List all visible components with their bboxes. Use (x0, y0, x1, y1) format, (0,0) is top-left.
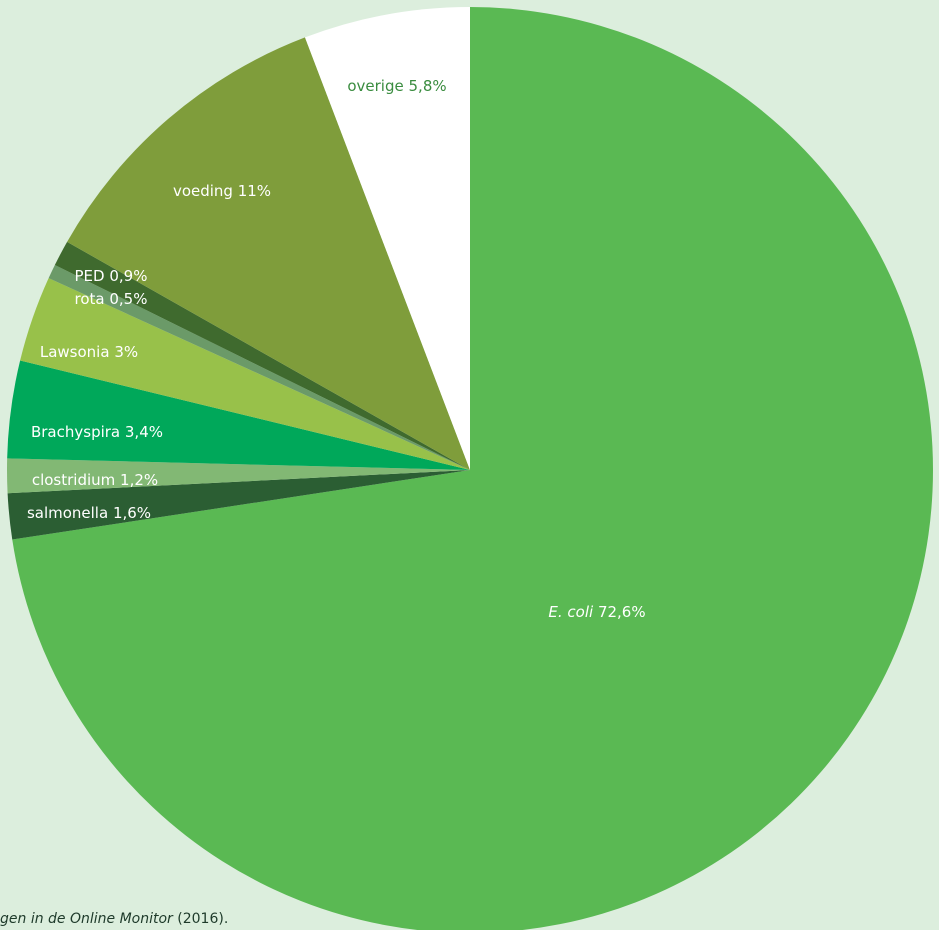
slice-label-lawsonia: Lawsonia 3% (40, 343, 138, 361)
pie-slice-e-coli (12, 7, 933, 930)
source-caption: gen in de Online Monitor (2016). (0, 908, 340, 930)
caption-rest: (2016). (172, 911, 229, 927)
slice-label-overige: overige 5,8% (347, 77, 446, 95)
slice-label-clostridium: clostridium 1,2% (32, 471, 158, 489)
slice-label-ped: PED 0,9% (75, 267, 148, 285)
pie-slice-voeding (67, 37, 470, 470)
pie-slice-ped (54, 241, 471, 470)
slice-label-e-coli: E. coli 72,6% (548, 603, 645, 621)
pie-slice-rota (48, 265, 471, 470)
pie-slice-lawsonia (20, 278, 470, 470)
slice-label-salmonella: salmonella 1,6% (27, 504, 151, 522)
slice-label-brachyspira: Brachyspira 3,4% (31, 423, 163, 441)
slice-label-rota: rota 0,5% (75, 290, 148, 308)
pie-slice-overige (304, 7, 470, 470)
pie-slice-clostridium (7, 458, 471, 494)
slice-label-voeding: voeding 11% (173, 182, 271, 200)
caption-italic: gen in de Online Monitor (0, 911, 173, 927)
pie-slice-salmonella (7, 470, 471, 540)
pie-slice-brachyspira (7, 360, 471, 470)
